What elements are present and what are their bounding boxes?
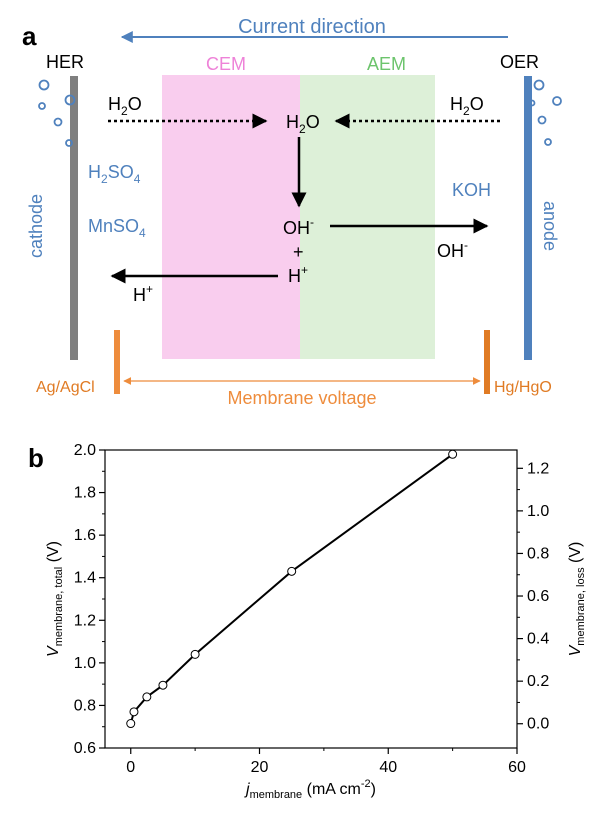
membrane-voltage-label: Membrane voltage <box>227 388 376 408</box>
anode-electrode <box>524 76 532 360</box>
y2-tick-label: 1.0 <box>527 503 549 520</box>
data-point <box>126 719 136 729</box>
y-tick-label: 1.4 <box>74 570 96 587</box>
anode-bubbles <box>528 79 562 146</box>
y2-tick-label: 0.8 <box>527 545 549 562</box>
h2o-left: H2O <box>108 94 142 118</box>
y2-tick-label: 0.4 <box>527 631 549 648</box>
oh-right: OH- <box>437 238 468 261</box>
y-tick-label: 2.0 <box>74 442 96 459</box>
panel-a-label: a <box>22 21 37 51</box>
h-plus-center: H+ <box>288 263 308 286</box>
y-tick-label: 0.6 <box>74 740 96 757</box>
h2o-center: H2O <box>286 112 320 136</box>
y-tick-label: 1.2 <box>74 612 96 629</box>
panel-a-schematic: a Current direction CEM AEM HER OER cath… <box>22 16 562 408</box>
y2-tick-label: 0.0 <box>527 716 549 733</box>
y2-tick-label: 0.6 <box>527 588 549 605</box>
data-point <box>158 680 168 690</box>
cathode-bubbles <box>38 79 76 147</box>
cathode-electrode <box>70 76 78 360</box>
aem-membrane <box>300 75 435 359</box>
series-line <box>129 453 454 724</box>
data-point <box>142 692 152 702</box>
plus-center: + <box>293 242 304 262</box>
data-marks <box>126 449 458 729</box>
ref-electrode-left <box>114 330 120 394</box>
y2-tick-label: 0.2 <box>527 673 549 690</box>
panel-b-chart: 0 20 40 60 0.6 0.8 1.0 1.2 1.4 1.6 1.8 2.0 0.0 0.2 0.4… <box>45 442 587 801</box>
h2so4-label: H2SO4 <box>88 162 141 186</box>
x-axis-label: jmembrane (mA cm-2) <box>244 778 376 801</box>
y2-tick-label: 1.2 <box>527 460 549 477</box>
ref-electrode-right <box>484 330 490 394</box>
mnso4-label: MnSO4 <box>88 216 146 240</box>
anode-label: anode <box>540 201 560 251</box>
cem-membrane <box>162 75 300 359</box>
cem-label: CEM <box>206 54 246 74</box>
koh-label: KOH <box>452 180 491 200</box>
panel-b-label: b <box>28 443 44 473</box>
data-point <box>448 449 458 459</box>
oer-label: OER <box>500 52 539 72</box>
cathode-label: cathode <box>26 194 46 258</box>
ref-right-label: Hg/HgO <box>494 379 552 396</box>
y-tick-label: 0.8 <box>74 697 96 714</box>
ref-left-label: Ag/AgCl <box>36 379 95 396</box>
aem-label: AEM <box>367 54 406 74</box>
current-direction-label: Current direction <box>238 16 386 38</box>
h-plus-left: H+ <box>133 282 153 305</box>
h2o-right: H2O <box>450 94 484 118</box>
data-point <box>129 707 139 717</box>
her-label: HER <box>46 52 84 72</box>
plot-frame <box>104 449 518 749</box>
data-point <box>190 649 200 659</box>
oh-center: OH- <box>283 215 314 238</box>
axis-ticks: 0 20 40 60 0.6 0.8 1.0 1.2 1.4 1.6 1.8 2.0 0.0 0.2 0.4… <box>74 442 550 776</box>
x-tick-label: 0 <box>126 759 135 776</box>
y2-axis-label: Vmembrane, loss (V) <box>567 542 587 657</box>
y-tick-label: 1.6 <box>74 527 96 544</box>
y-tick-label: 1.0 <box>74 655 96 672</box>
x-tick-label: 40 <box>379 759 397 776</box>
data-point <box>287 566 297 576</box>
x-tick-label: 60 <box>508 759 526 776</box>
y-tick-label: 1.8 <box>74 485 96 502</box>
y-axis-label: Vmembrane, total (V) <box>45 541 65 657</box>
x-tick-label: 20 <box>251 759 269 776</box>
